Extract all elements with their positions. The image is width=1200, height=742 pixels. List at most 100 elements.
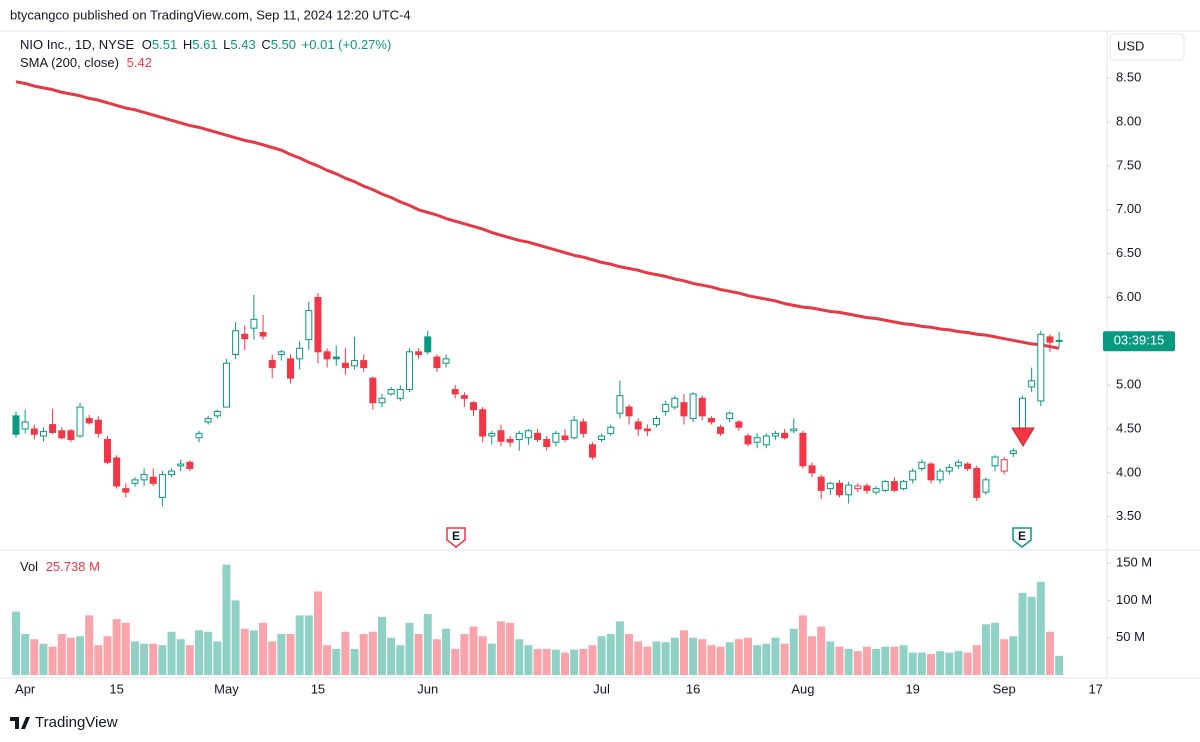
volume-bar — [945, 652, 954, 675]
volume-bar — [94, 645, 103, 675]
volume-bar — [414, 634, 423, 675]
volume-bar — [39, 643, 48, 675]
volume-bar — [661, 642, 670, 675]
volume-bar — [615, 621, 624, 675]
candle-body — [890, 481, 898, 491]
volume-bar — [487, 643, 496, 675]
volume-bar — [670, 637, 679, 675]
candle-body — [726, 412, 734, 419]
volume-bar — [844, 648, 853, 675]
volume-bar — [1045, 631, 1054, 675]
volume-bar — [149, 643, 158, 675]
candle-body — [771, 432, 779, 437]
candle-body — [131, 479, 139, 484]
volume-bar — [917, 652, 926, 675]
earnings-marker[interactable]: E — [1012, 527, 1032, 548]
candle-body — [104, 439, 111, 463]
candle-body — [341, 362, 349, 369]
candle-body — [323, 351, 331, 360]
candle-body — [488, 432, 496, 437]
volume-bar — [679, 630, 688, 675]
candle-body — [314, 296, 322, 353]
candle-body — [451, 389, 459, 395]
candle-body — [534, 432, 542, 441]
candle-body — [1046, 336, 1054, 343]
volume-bar — [85, 615, 94, 675]
sma-value: 5.42 — [127, 55, 152, 70]
high-label: H — [183, 37, 192, 52]
candle-body — [552, 432, 560, 443]
candle-body — [607, 426, 615, 434]
volume-bar — [130, 641, 139, 675]
volume-bar — [396, 645, 405, 675]
volume-bar — [890, 646, 899, 675]
candle-body — [21, 421, 29, 430]
candle-body — [817, 476, 825, 491]
volume-bar — [204, 631, 213, 675]
candle-body — [826, 482, 834, 490]
volume-value: 25.738 M — [46, 559, 100, 574]
candle-body — [808, 465, 816, 474]
change: +0.01 (+0.27%) — [302, 37, 392, 52]
candle-body — [524, 430, 532, 439]
earnings-marker[interactable]: E — [446, 527, 466, 548]
x-tick-label: 15 — [109, 681, 123, 696]
candle-body — [12, 415, 20, 435]
volume-bar — [725, 642, 734, 675]
candle-body — [543, 439, 551, 448]
volume-bar — [103, 636, 112, 675]
candle-body — [222, 362, 230, 408]
candle-body — [954, 461, 962, 467]
volume-bar — [643, 646, 652, 675]
volume-bar — [1018, 593, 1027, 675]
y-tick-label: 4.50 — [1116, 420, 1141, 435]
currency[interactable]: USD — [1117, 38, 1144, 53]
volume-bar — [240, 628, 249, 675]
candle-body — [515, 432, 523, 441]
volume-bar — [533, 648, 542, 675]
candle-body — [781, 432, 789, 439]
candle-body — [964, 463, 972, 469]
candle-body — [918, 461, 926, 469]
brand-name: TradingView — [35, 714, 118, 731]
candle-body — [689, 393, 697, 419]
y-tick-label: 3.50 — [1116, 508, 1141, 523]
volume-bar — [872, 648, 881, 675]
x-tick-label: Sep — [993, 681, 1016, 696]
volume-bar — [460, 634, 469, 675]
candle-body — [707, 417, 715, 423]
volume-bar — [469, 626, 478, 675]
volume-bar — [972, 645, 981, 675]
candle-body — [579, 421, 587, 434]
candle-body — [945, 467, 953, 472]
candle-body — [49, 424, 57, 433]
currency-box[interactable] — [1109, 33, 1185, 61]
x-tick-label: Apr — [15, 681, 36, 696]
candle-body — [653, 417, 660, 426]
candle-body — [39, 431, 47, 437]
brand-logo — [10, 717, 30, 729]
volume-bar — [140, 643, 149, 675]
volume-bar — [771, 637, 780, 675]
candle-body — [698, 397, 706, 417]
candle-body — [506, 439, 514, 443]
candle-body — [570, 419, 578, 439]
volume-bar — [1036, 581, 1045, 675]
candle-body — [213, 410, 221, 417]
candle-body — [186, 461, 194, 469]
published-line: btycangco published on TradingView.com, … — [10, 7, 411, 22]
candle-body — [900, 481, 908, 490]
volume-bar — [195, 630, 203, 675]
volume-bar — [1000, 639, 1009, 675]
volume-bar — [716, 646, 725, 675]
candle-body — [872, 488, 880, 493]
candle-body — [845, 484, 853, 496]
candle-body — [268, 360, 276, 369]
volume-bar — [341, 631, 350, 675]
candle-body — [76, 406, 84, 437]
close-label: C — [261, 37, 270, 52]
candle-body — [387, 389, 395, 395]
volume-bar — [899, 645, 908, 675]
volume-bar — [625, 634, 634, 675]
candle-body — [277, 351, 285, 355]
